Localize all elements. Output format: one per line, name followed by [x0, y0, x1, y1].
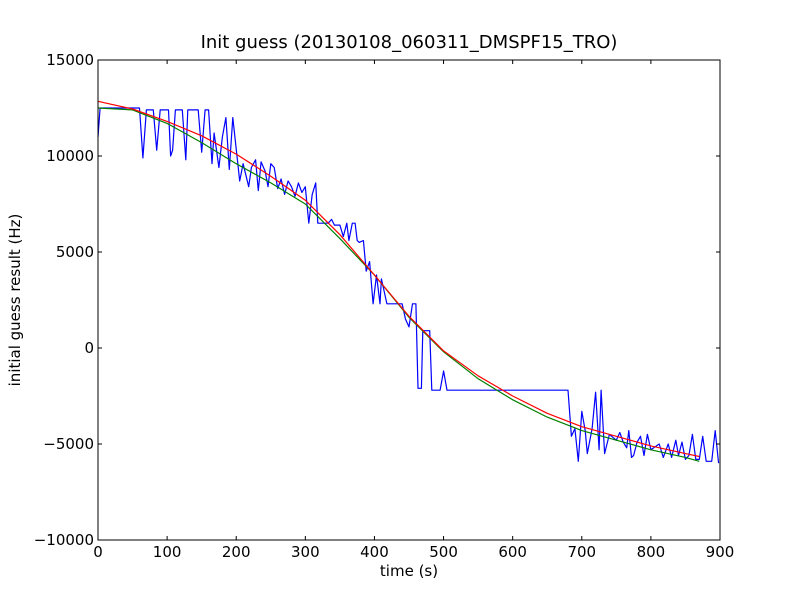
x-tick-label: 300 [291, 543, 320, 561]
series-line-2 [97, 107, 700, 462]
x-tick-label: 800 [637, 543, 666, 561]
y-tick-label: 15000 [46, 51, 94, 69]
x-tick-label: 700 [567, 543, 596, 561]
series-line-3 [97, 100, 700, 458]
series-line-1 [97, 107, 720, 464]
x-tick-label: 200 [222, 543, 251, 561]
x-tick-label: 0 [93, 543, 103, 561]
chart-title: Init guess (20130108_060311_DMSPF15_TRO) [201, 32, 618, 53]
y-tick-label: 10000 [46, 147, 94, 165]
plot-frame [97, 59, 721, 541]
series-layer [97, 100, 720, 464]
x-tick-label: 500 [429, 543, 458, 561]
x-tick-label: 400 [360, 543, 389, 561]
plot-area [98, 60, 720, 540]
y-tick-label: −5000 [43, 435, 94, 453]
x-axis-label: time (s) [380, 562, 438, 580]
x-tick-label: 100 [153, 543, 182, 561]
x-tick-label: 600 [498, 543, 527, 561]
y-tick-label: 5000 [56, 243, 94, 261]
x-tick-label: 900 [706, 543, 735, 561]
y-tick-label: −10000 [34, 531, 94, 549]
tick-layer: 0 100 200 300 400 500 600 700 800 900 −10000 −5000 0… [34, 51, 735, 561]
y-axis-label: initial guess result (Hz) [6, 214, 24, 387]
y-tick-label: 0 [84, 339, 94, 357]
